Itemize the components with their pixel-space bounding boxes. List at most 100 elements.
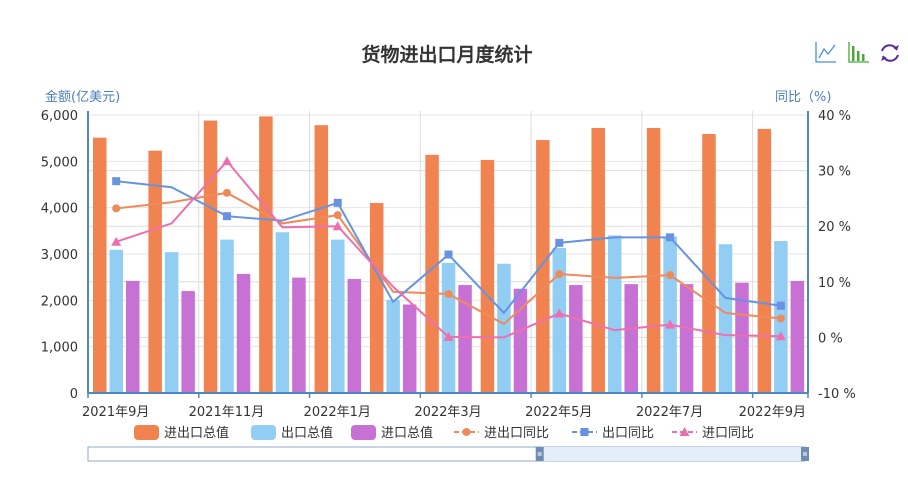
- x-tick-label: 2022年5月: [525, 405, 592, 420]
- legend-marker: [679, 427, 690, 436]
- x-tick-label: 2022年7月: [636, 405, 703, 420]
- point-进出口同比: [555, 270, 564, 279]
- bar-进出口总值: [203, 120, 218, 393]
- legend-swatch: [351, 425, 376, 440]
- point-进出口同比: [333, 211, 342, 220]
- point-出口同比: [444, 250, 453, 259]
- bar-进口总值: [236, 273, 251, 393]
- bar-进口总值: [458, 285, 472, 393]
- bar-进出口总值: [314, 125, 329, 394]
- point-出口同比: [666, 233, 675, 242]
- legend-label: 进出口同比: [484, 426, 549, 441]
- bar-进口总值: [181, 291, 195, 393]
- legend-item-出口同比[interactable]: 出口同比: [572, 426, 654, 441]
- x-tick-label: 2022年3月: [414, 405, 481, 420]
- legend-swatch: [134, 425, 159, 440]
- bar-chart-icon[interactable]: [848, 42, 869, 63]
- bar-进口总值: [126, 280, 140, 393]
- axes: -10 % 0 % 10 % 20 % 30 % 40 % 0 1,000 2,000 3,000…: [41, 109, 856, 420]
- x-tick-label: 2021年11月: [189, 405, 265, 420]
- bar-出口总值: [441, 262, 456, 393]
- toolbox: [815, 42, 899, 63]
- bar-进口总值: [790, 280, 805, 393]
- data-zoom-selected-range: [539, 447, 805, 461]
- left-axis-name: 金额(亿美元): [45, 89, 120, 105]
- point-出口同比: [222, 212, 231, 221]
- x-tick-label: 2021年9月: [82, 405, 149, 420]
- data-zoom-start-handle[interactable]: [535, 447, 544, 461]
- left-tick-label: 4,000: [41, 202, 78, 217]
- bar-进出口总值: [591, 127, 605, 394]
- bar-进口总值: [347, 279, 362, 393]
- bar-进口总值: [624, 284, 638, 393]
- legend-label: 出口总值: [281, 425, 333, 441]
- bar-进口总值: [679, 284, 694, 393]
- line-chart-icon[interactable]: [815, 42, 836, 63]
- point-进口同比: [554, 308, 565, 318]
- legend-item-出口总值[interactable]: 出口总值: [251, 425, 333, 441]
- legend: 进出口总值 出口总值 进口总值 进出口同比 出口同比 进口同比: [134, 425, 754, 441]
- bar-进口总值: [735, 282, 749, 393]
- lines: [111, 156, 786, 341]
- point-进口同比: [775, 331, 786, 341]
- bars: [93, 116, 805, 394]
- right-tick-label: 0 %: [818, 331, 843, 346]
- bar-出口总值: [607, 235, 622, 393]
- right-tick-label: 30 %: [818, 165, 851, 180]
- right-tick-label: 10 %: [818, 276, 851, 291]
- bar-出口总值: [109, 249, 123, 393]
- right-tick-label: 20 %: [818, 220, 851, 235]
- chart-title: 货物进出口月度统计: [361, 43, 532, 66]
- legend-item-进出口总值[interactable]: 进出口总值: [134, 425, 229, 441]
- point-进口同比: [443, 331, 454, 341]
- bar-进口总值: [402, 304, 417, 393]
- legend-marker: [462, 428, 471, 436]
- data-zoom-end-handle[interactable]: [801, 447, 809, 461]
- legend-label: 出口同比: [602, 426, 654, 441]
- legend-swatch: [251, 425, 276, 440]
- left-tick-label: 3,000: [41, 248, 78, 263]
- x-tick-label: 2022年9月: [739, 405, 806, 420]
- bar-出口总值: [552, 247, 567, 393]
- bar-出口总值: [331, 239, 345, 393]
- bar-进口总值: [569, 285, 583, 393]
- bar-进出口总值: [369, 203, 384, 393]
- bar-出口总值: [497, 263, 511, 393]
- point-进口同比: [111, 236, 122, 246]
- right-tick-label: -10 %: [818, 387, 856, 402]
- legend-label: 进口总值: [381, 425, 433, 441]
- point-出口同比: [333, 198, 342, 207]
- left-tick-label: 1,000: [41, 341, 78, 356]
- point-进口同比: [221, 156, 232, 166]
- bar-出口总值: [718, 244, 733, 393]
- legend-item-进口同比[interactable]: 进口同比: [672, 426, 754, 441]
- left-tick-label: 6,000: [41, 109, 78, 124]
- bar-进出口总值: [702, 133, 716, 393]
- bar-进出口总值: [757, 128, 772, 393]
- legend-item-进口总值[interactable]: 进口总值: [351, 425, 433, 441]
- data-zoom-slider[interactable]: [87, 446, 809, 462]
- left-tick-label: 2,000: [41, 294, 78, 309]
- restore-icon[interactable]: [881, 44, 899, 62]
- left-tick-label: 5,000: [41, 155, 78, 170]
- point-进出口同比: [776, 314, 785, 323]
- bar-出口总值: [386, 299, 400, 393]
- point-出口同比: [112, 177, 121, 186]
- bar-进出口总值: [259, 116, 273, 393]
- x-tick-label: 2022年1月: [304, 405, 371, 420]
- right-tick-label: 40 %: [818, 109, 851, 124]
- bar-进口总值: [292, 277, 306, 393]
- point-进出口同比: [444, 290, 453, 299]
- bar-出口总值: [220, 239, 234, 393]
- bar-进出口总值: [646, 127, 661, 394]
- legend-item-进出口同比[interactable]: 进出口同比: [454, 426, 549, 441]
- legend-label: 进出口总值: [164, 425, 229, 441]
- point-进出口同比: [112, 204, 121, 213]
- point-进口同比: [665, 319, 676, 329]
- point-出口同比: [555, 238, 564, 247]
- bar-进口总值: [513, 288, 528, 393]
- point-进口同比: [332, 221, 343, 231]
- point-进出口同比: [222, 188, 231, 197]
- legend-marker: [580, 428, 589, 436]
